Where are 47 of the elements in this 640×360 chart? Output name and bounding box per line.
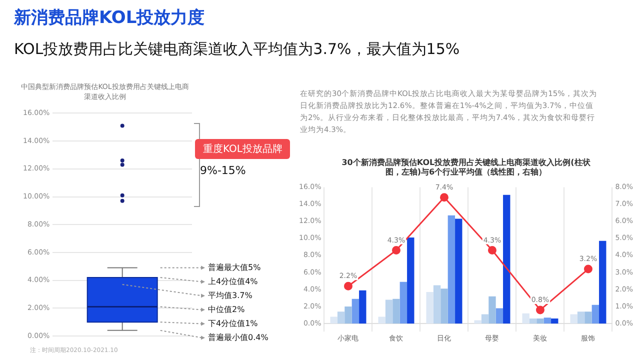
bar (352, 298, 360, 324)
point (440, 193, 448, 202)
text: 重度KOL投放品牌 (195, 138, 290, 159)
bar (544, 318, 552, 324)
bar (584, 312, 592, 324)
text: 普遍最大值5% (208, 262, 262, 272)
bar (488, 296, 496, 324)
bar (496, 308, 504, 324)
text: 中位值2% (208, 304, 246, 314)
bar (407, 238, 414, 324)
bar (426, 292, 434, 324)
bar (378, 316, 386, 324)
text: KOL投放费用占比关键电商渠道收入平均值为3.7%，最大值为15% (14, 40, 460, 59)
text: 下4分位值1% (208, 318, 258, 328)
point (344, 282, 352, 290)
bar (570, 314, 578, 324)
text: 新消费品牌KOL投放力度 (14, 7, 205, 29)
bar (385, 300, 393, 324)
point (392, 246, 400, 255)
bar (330, 316, 338, 324)
bar (503, 194, 510, 324)
bar (337, 312, 345, 324)
bar (536, 318, 544, 324)
bar (474, 320, 482, 324)
bar (400, 282, 408, 324)
bar (344, 306, 352, 324)
bar (440, 288, 448, 324)
point (536, 306, 544, 314)
bar (577, 312, 585, 324)
bar (359, 290, 366, 324)
bar (481, 314, 489, 324)
bar (592, 304, 600, 324)
bar (522, 313, 530, 324)
text: 普遍最小值0.4% (208, 332, 269, 342)
bar (433, 285, 441, 324)
bar (551, 318, 558, 324)
bar (448, 215, 456, 324)
text: 平均值3.7% (208, 290, 253, 300)
bar (392, 298, 400, 324)
text: 上4分位值4% (208, 276, 258, 286)
bar (599, 240, 606, 324)
chart-title: 30个新消费品牌预估KOL投放费用占关键线上电商渠道收入比例(柱状图，左轴)与6个行业平均值（线性图，右轴） (342, 156, 592, 176)
text: 9%-15% (200, 164, 246, 177)
bar (455, 218, 462, 324)
point (488, 246, 496, 255)
point (584, 264, 592, 274)
bar (529, 318, 537, 324)
